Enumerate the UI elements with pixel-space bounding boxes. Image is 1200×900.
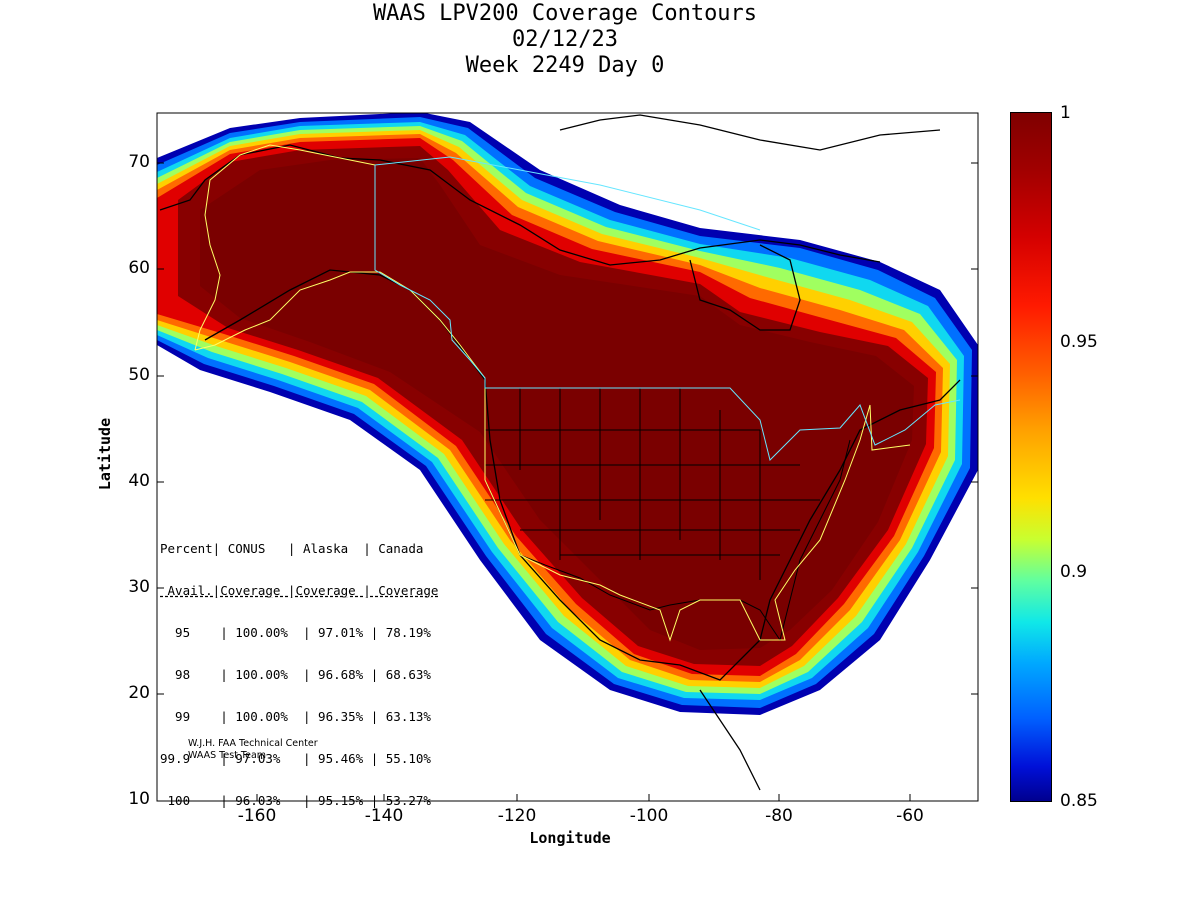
x-tick-label: -160 (237, 806, 277, 826)
colorbar-tick-label: 1 (1060, 103, 1071, 123)
stats-row: 95 | 100.00% | 97.01% | 78.19% (160, 625, 431, 640)
y-axis-label: Latitude (96, 417, 114, 491)
contour-full-coverage (200, 158, 914, 650)
coastlines (159, 114, 961, 791)
y-tick-label: 30 (128, 577, 150, 597)
x-tick-label: -100 (629, 806, 669, 826)
axis-ticks (157, 162, 978, 801)
stats-row: 100 | 96.03% | 95.15% | 53.27% (160, 793, 431, 808)
y-tick-label: 10 (128, 789, 150, 809)
stats-row: 99.9 | 97.03% | 95.46% | 55.10% (160, 751, 431, 766)
colorbar-tick-label: 0.85 (1060, 791, 1098, 811)
credit-line-2: WAAS Test Team (188, 750, 267, 761)
stats-row: 99 | 100.00% | 96.35% | 63.13% (160, 709, 431, 724)
x-tick-label: -120 (497, 806, 537, 826)
x-tick-label: -80 (765, 806, 793, 826)
x-tick-label: -140 (364, 806, 404, 826)
y-tick-label: 40 (128, 471, 150, 491)
y-tick-label: 50 (128, 365, 150, 385)
y-tick-label: 70 (128, 152, 150, 172)
stats-header-1: Percent| CONUS | Alaska | Canada (160, 541, 424, 556)
credit-line-1: W.J.H. FAA Technical Center (188, 738, 318, 749)
credit-block: W.J.H. FAA Technical Center WAAS Test Te… (188, 738, 318, 762)
colorbar-tick-label: 0.9 (1060, 562, 1088, 582)
x-axis-label: Longitude (529, 829, 611, 847)
region-borders (194, 144, 961, 642)
x-tick-label: -60 (896, 806, 924, 826)
chart-title-line-1: WAAS LPV200 Coverage Contours (372, 1, 758, 26)
plot-frame (156, 112, 979, 802)
colorbar (1010, 112, 1052, 802)
y-tick-label: 60 (128, 258, 150, 278)
coverage-stats-table: Percent| CONUS | Alaska | Canada Avail.|… (160, 517, 438, 832)
stats-row: 98 | 100.00% | 96.68% | 68.63% (160, 667, 431, 682)
colorbar-tick-label: 0.95 (1060, 332, 1098, 352)
y-tick-label: 20 (128, 683, 150, 703)
stats-header-2: Avail.|Coverage |Coverage | Coverage (160, 583, 439, 598)
chart-title-date: 02/12/23 (512, 27, 618, 52)
chart-title-week: Week 2249 Day 0 (465, 53, 665, 78)
